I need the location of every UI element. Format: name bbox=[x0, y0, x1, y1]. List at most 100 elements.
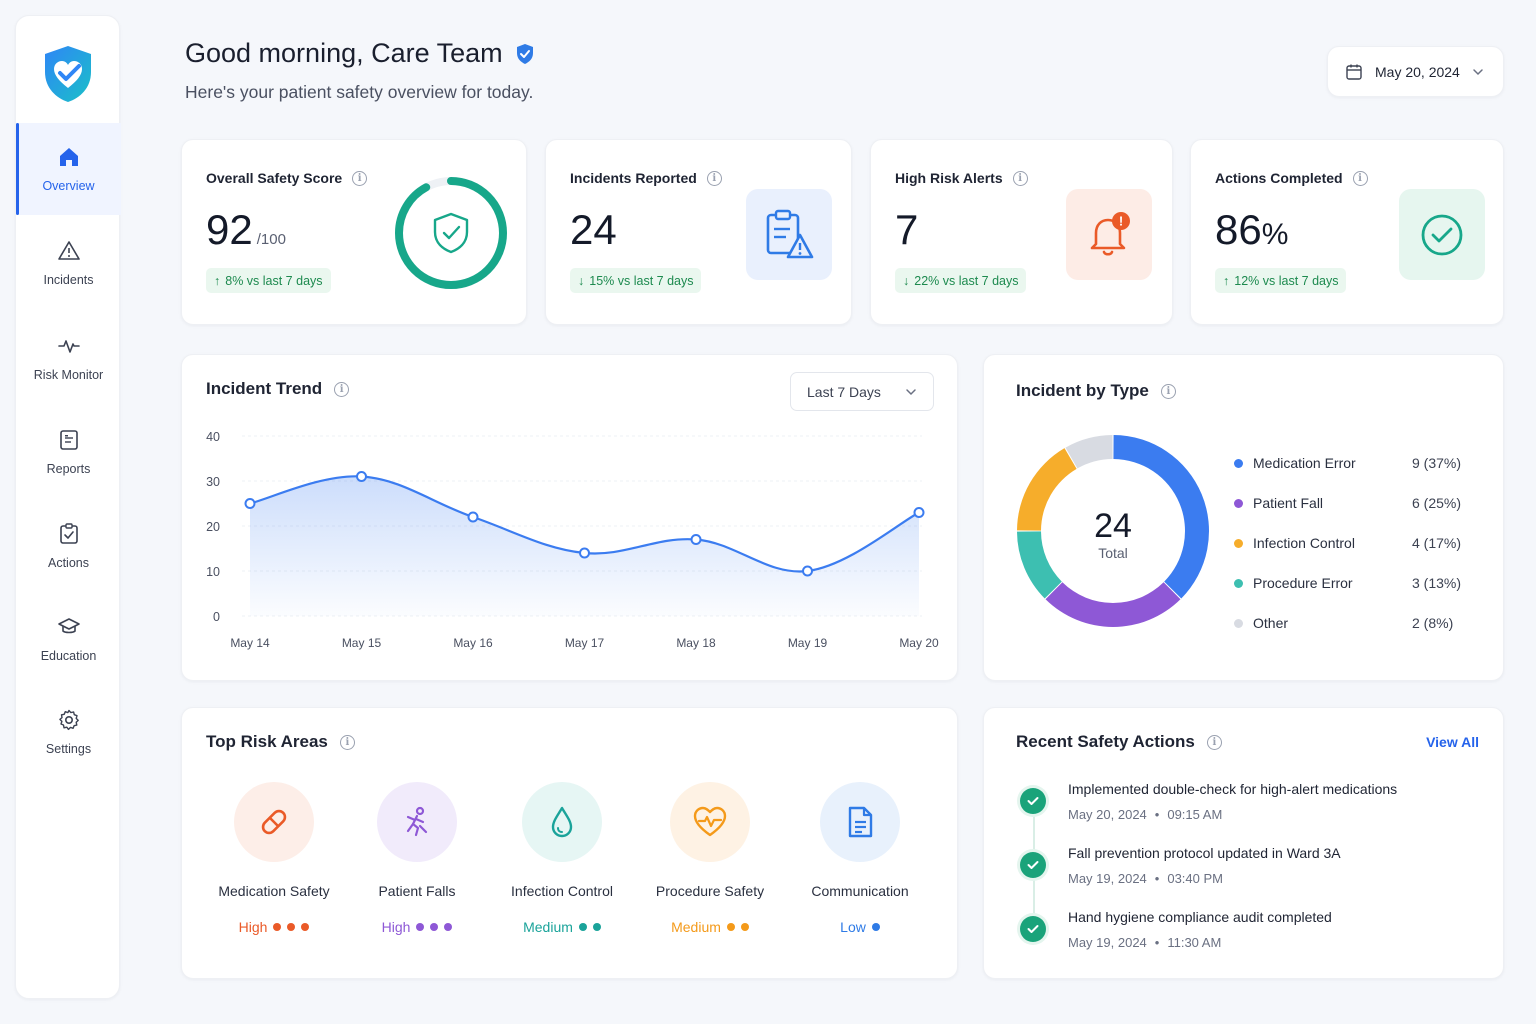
shield-heart-logo-icon bbox=[45, 46, 91, 102]
info-icon[interactable]: i bbox=[339, 734, 355, 750]
pill-icon bbox=[261, 809, 287, 835]
risk-area-procedure-safety[interactable]: Procedure Safety Medium bbox=[635, 782, 785, 935]
kpi-title-text: High Risk Alerts bbox=[895, 170, 1003, 186]
legend-label: Procedure Error bbox=[1253, 575, 1353, 591]
risk-level: Low bbox=[840, 919, 880, 935]
risk-icon-circle bbox=[670, 782, 750, 862]
legend-item[interactable]: Procedure Error 3 (13%) bbox=[1234, 563, 1464, 603]
risk-level-dot bbox=[273, 923, 282, 931]
donut-slice-medication-error bbox=[1113, 435, 1209, 599]
trend-point bbox=[356, 471, 367, 482]
sidebar-item-education[interactable]: Education bbox=[16, 593, 121, 685]
chevron-down-icon bbox=[1473, 68, 1483, 75]
section-title-text: Recent Safety Actions bbox=[1016, 732, 1195, 751]
info-icon[interactable]: i bbox=[1012, 170, 1028, 186]
risk-area-communication[interactable]: Communication Low bbox=[785, 782, 935, 935]
section-title-text: Incident Trend bbox=[206, 379, 323, 398]
check-circle-icon bbox=[1421, 214, 1463, 255]
svg-text:!: ! bbox=[1119, 213, 1123, 228]
sidebar-item-actions[interactable]: Actions bbox=[16, 500, 121, 592]
risk-level: High bbox=[382, 919, 453, 935]
risk-area-medication-safety[interactable]: Medication Safety High bbox=[199, 782, 349, 935]
action-title: Fall prevention protocol updated in Ward… bbox=[1068, 845, 1341, 861]
section-title: Top Risk Areas i bbox=[206, 732, 355, 752]
kpi-value-unit: /100 bbox=[256, 231, 286, 248]
falling-person-icon bbox=[406, 806, 428, 837]
x-tick-label: May 19 bbox=[788, 636, 828, 650]
risk-area-patient-falls[interactable]: Patient Falls High bbox=[342, 782, 492, 935]
kpi-title-text: Overall Safety Score bbox=[206, 170, 343, 186]
check-icon bbox=[1020, 916, 1046, 942]
x-tick-label: May 16 bbox=[453, 636, 493, 650]
legend-item[interactable]: Infection Control 4 (17%) bbox=[1234, 523, 1464, 563]
legend-item[interactable]: Medication Error 9 (37%) bbox=[1234, 443, 1464, 483]
incident-trend-chart: 0 10 20 30 40 May 14 May 15 May 16 May 17 May 18 M… bbox=[206, 430, 939, 650]
range-select[interactable]: Last 7 Days bbox=[790, 372, 934, 411]
action-time: 03:40 PM bbox=[1167, 871, 1223, 886]
info-icon[interactable]: i bbox=[1206, 734, 1222, 750]
kpi-delta-badge: ↑ 12% vs last 7 days bbox=[1215, 268, 1347, 293]
legend-dot bbox=[1234, 618, 1243, 628]
risk-icon-circle bbox=[377, 782, 457, 862]
info-icon[interactable]: i bbox=[1352, 170, 1368, 186]
info-icon[interactable]: i bbox=[1160, 383, 1176, 399]
check-icon bbox=[1020, 788, 1046, 814]
risk-area-name: Infection Control bbox=[511, 883, 613, 899]
action-time: 09:15 AM bbox=[1167, 807, 1223, 822]
legend-item[interactable]: Patient Fall 6 (25%) bbox=[1234, 483, 1464, 523]
meta-separator: • bbox=[1154, 807, 1160, 822]
risk-level-text: Low bbox=[840, 919, 866, 935]
kpi-value: 86% bbox=[1215, 206, 1288, 254]
legend-item[interactable]: Other 2 (8%) bbox=[1234, 603, 1464, 643]
kpi-title: Actions Completed i bbox=[1215, 170, 1368, 186]
risk-level-dot bbox=[578, 923, 587, 931]
risk-level-dot bbox=[430, 923, 439, 931]
risk-area-infection-control[interactable]: Infection Control Medium bbox=[487, 782, 637, 935]
sidebar-item-label: Risk Monitor bbox=[33, 368, 104, 382]
incident-by-type-card: Incident by Type i 24 Total Medication Er… bbox=[983, 354, 1504, 681]
sidebar-item-label: Education bbox=[40, 649, 97, 663]
view-all-link[interactable]: View All bbox=[1426, 734, 1479, 750]
trend-point bbox=[913, 507, 925, 518]
section-title: Incident by Type i bbox=[1016, 381, 1176, 401]
risk-level-text: Medium bbox=[523, 919, 573, 935]
sidebar-item-label: Settings bbox=[45, 742, 92, 756]
sidebar-item-incidents[interactable]: Incidents bbox=[16, 217, 121, 309]
risk-area-name: Patient Falls bbox=[378, 883, 456, 899]
risk-level-dot bbox=[592, 923, 601, 931]
arrow-down-icon: ↓ bbox=[578, 273, 585, 288]
graduation-cap-icon bbox=[57, 618, 80, 634]
y-tick-label: 10 bbox=[206, 565, 220, 579]
app-logo[interactable] bbox=[41, 44, 95, 104]
sidebar-item-settings[interactable]: Settings bbox=[16, 686, 121, 778]
section-title-text: Incident by Type bbox=[1016, 381, 1149, 400]
legend-dot bbox=[1234, 458, 1243, 468]
risk-level-dot bbox=[287, 923, 296, 931]
risk-level: Medium bbox=[671, 919, 749, 935]
sidebar-item-reports[interactable]: Reports bbox=[16, 406, 121, 498]
risk-level-text: High bbox=[238, 919, 268, 935]
droplet-icon bbox=[551, 806, 573, 838]
info-icon[interactable]: i bbox=[334, 381, 350, 397]
calendar-icon bbox=[1346, 64, 1362, 80]
warning-icon bbox=[57, 241, 80, 260]
kpi-delta-text: 12% vs last 7 days bbox=[1234, 273, 1339, 288]
arrow-down-icon: ↓ bbox=[903, 273, 910, 288]
trend-point bbox=[802, 565, 813, 577]
kpi-value: 24 bbox=[570, 206, 617, 254]
kpi-delta-badge: ↓ 22% vs last 7 days bbox=[895, 268, 1027, 293]
sidebar-item-label: Incidents bbox=[43, 273, 94, 287]
kpi-value-number: 24 bbox=[570, 206, 617, 253]
date-picker-button[interactable]: May 20, 2024 bbox=[1327, 46, 1504, 97]
action-meta: May 19, 2024 • 11:30 AM bbox=[1068, 935, 1221, 950]
info-icon[interactable]: i bbox=[706, 170, 722, 186]
sidebar-item-overview[interactable]: Overview bbox=[16, 123, 121, 215]
clipboard-check-icon bbox=[59, 523, 78, 544]
info-icon[interactable]: i bbox=[352, 170, 368, 186]
kpi-value-number: 7 bbox=[895, 206, 919, 253]
kpi-delta-text: 15% vs last 7 days bbox=[589, 273, 694, 288]
kpi-card-incidents: Incidents Reported i 24 ↓ 15% vs last 7 da… bbox=[545, 139, 852, 325]
sidebar-item-risk-monitor[interactable]: Risk Monitor bbox=[16, 312, 121, 404]
donut-total-label: Total bbox=[1098, 545, 1128, 561]
chevron-down-icon bbox=[906, 388, 916, 395]
